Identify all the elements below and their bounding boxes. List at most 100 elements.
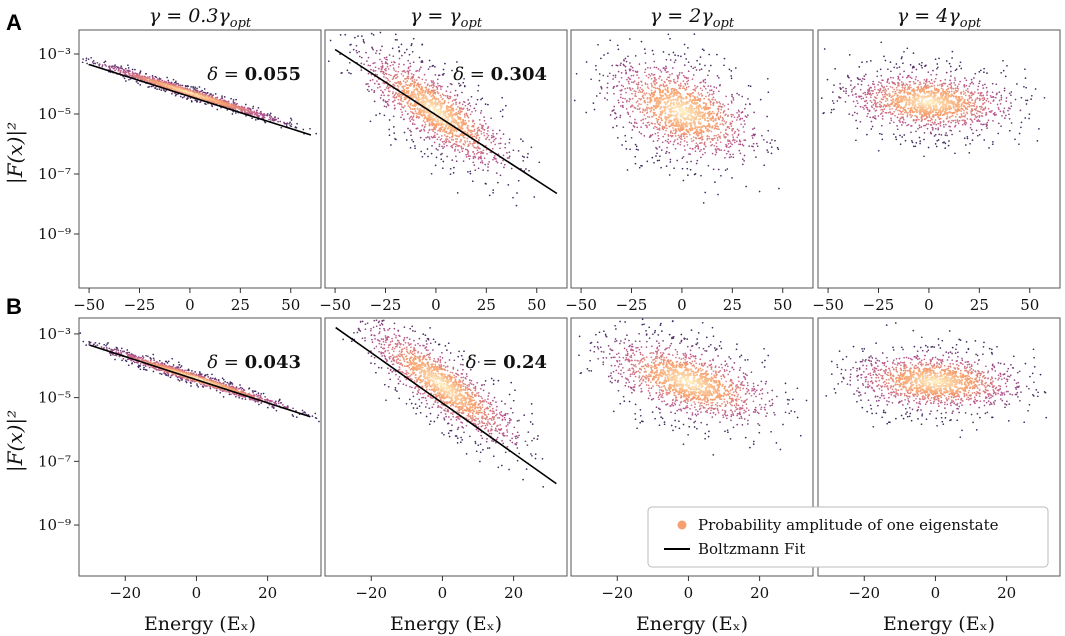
scatter-point: [598, 73, 601, 75]
scatter-point: [137, 82, 139, 85]
scatter-point: [477, 158, 480, 160]
scatter-point: [644, 109, 646, 112]
scatter-point: [698, 115, 702, 118]
x-tick-label: 25: [477, 296, 496, 314]
scatter-point: [379, 31, 382, 34]
scatter-point: [627, 112, 629, 114]
scatter-point: [502, 159, 504, 162]
scatter-point: [432, 89, 435, 92]
scatter-point: [659, 124, 661, 127]
scatter-point: [619, 116, 621, 119]
scatter-point: [674, 139, 676, 141]
scatter-point: [403, 98, 406, 101]
scatter-point: [888, 105, 891, 108]
scatter-point: [96, 61, 99, 64]
scatter-point: [686, 125, 689, 128]
scatter-point: [739, 117, 742, 120]
scatter-point: [214, 96, 217, 99]
scatter-point: [672, 143, 675, 146]
scatter-point: [486, 153, 488, 155]
scatter-point: [290, 117, 292, 120]
scatter-point: [933, 135, 936, 137]
scatter-point: [437, 84, 440, 87]
scatter-point: [704, 145, 707, 148]
scatter-point: [678, 136, 681, 139]
scatter-point: [717, 107, 720, 110]
scatter-point: [431, 91, 434, 93]
scatter-point: [412, 116, 414, 119]
scatter-point: [646, 109, 648, 111]
scatter-point: [400, 108, 402, 111]
scatter-point: [707, 74, 709, 77]
scatter-point: [575, 72, 578, 75]
scatter-point: [624, 87, 626, 90]
scatter-point: [487, 130, 489, 132]
scatter-point: [456, 192, 459, 194]
scatter-point: [664, 116, 667, 119]
scatter-point: [438, 145, 441, 148]
scatter-point: [479, 161, 482, 164]
scatter-point: [631, 97, 634, 100]
scatter-point: [156, 83, 158, 85]
scatter-point: [495, 158, 497, 160]
scatter-point: [732, 114, 734, 116]
scatter-point: [458, 85, 461, 87]
scatter-point: [198, 91, 201, 93]
scatter-point: [484, 122, 487, 125]
scatter-point: [951, 114, 954, 117]
scatter-point: [670, 101, 673, 104]
scatter-point: [714, 99, 717, 101]
scatter-point: [638, 107, 641, 110]
scatter-point: [655, 126, 658, 129]
scatter-point: [1014, 98, 1017, 101]
scatter-point: [722, 118, 725, 121]
scatter-point: [664, 121, 667, 124]
scatter-point: [655, 87, 657, 90]
scatter-point: [459, 118, 462, 121]
scatter-point: [263, 116, 266, 119]
delta-annotation: δ = 0.304: [453, 64, 547, 85]
delta-annotation: δ = 0.055: [207, 64, 301, 85]
scatter-point: [912, 145, 915, 148]
scatter-point: [444, 62, 446, 65]
scatter-point: [626, 169, 629, 171]
scatter-point: [708, 70, 711, 72]
scatter-point: [197, 93, 200, 96]
scatter-point: [453, 98, 455, 101]
scatter-point: [725, 152, 728, 155]
scatter-point: [492, 140, 495, 143]
scatter-point: [675, 123, 678, 126]
scatter-point: [484, 163, 487, 166]
scatter-point: [715, 142, 718, 144]
scatter-point: [625, 91, 627, 94]
scatter-point: [894, 90, 897, 93]
scatter-point: [257, 107, 260, 109]
scatter-point: [434, 120, 437, 123]
scatter-point: [362, 40, 365, 43]
scatter-point: [950, 121, 952, 124]
scatter-point: [526, 156, 529, 159]
scatter-point: [177, 82, 180, 85]
scatter-point: [620, 84, 623, 87]
scatter-point: [738, 149, 741, 152]
scatter-point: [614, 76, 617, 79]
scatter-point: [747, 84, 750, 87]
scatter-point: [622, 63, 625, 66]
scatter-point: [953, 92, 955, 95]
scatter-point: [753, 111, 755, 114]
scatter-point: [393, 74, 396, 77]
scatter-point: [902, 62, 904, 65]
scatter-point: [488, 161, 491, 163]
scatter-points: [81, 56, 318, 135]
scatter-point: [683, 43, 686, 46]
scatter-point: [730, 100, 733, 103]
scatter-point: [510, 167, 513, 170]
scatter-point: [686, 141, 688, 144]
scatter-point: [413, 123, 416, 126]
scatter-point: [962, 90, 965, 93]
scatter-point: [650, 107, 653, 110]
scatter-point: [427, 116, 431, 119]
scatter-point: [445, 135, 448, 138]
scatter-point: [673, 106, 676, 110]
scatter-point: [91, 61, 94, 63]
